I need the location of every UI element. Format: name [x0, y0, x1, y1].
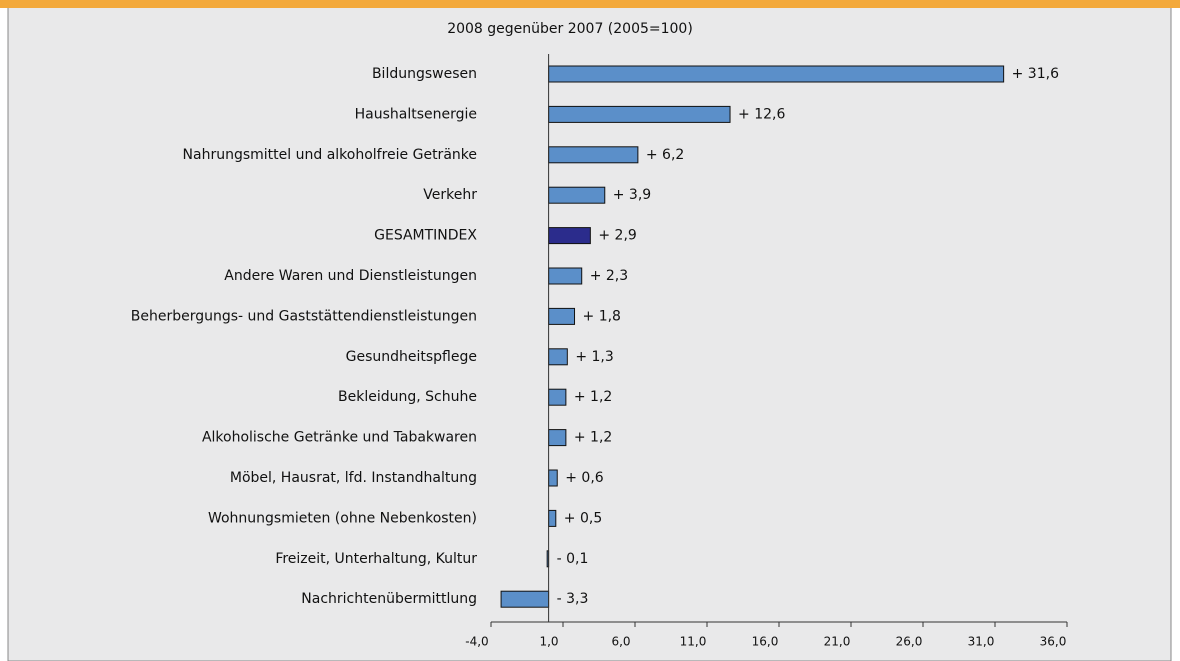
bar	[548, 267, 583, 285]
bar	[548, 509, 557, 527]
y-tick-label: GESAMTINDEX	[374, 228, 477, 244]
value-label: + 2,9	[598, 228, 636, 244]
value-label: + 3,9	[613, 187, 651, 203]
x-tick-label: 1,0	[539, 635, 558, 649]
y-tick-label: Nahrungsmittel und alkoholfreie Getränke	[183, 147, 477, 163]
y-tick-label: Andere Waren und Dienstleistungen	[224, 268, 477, 284]
bar	[548, 388, 567, 406]
value-label: + 1,2	[574, 389, 612, 405]
bar	[548, 348, 568, 366]
bar	[548, 65, 1005, 83]
x-tick-label: 16,0	[752, 635, 779, 649]
x-tick-label: -4,0	[465, 635, 488, 649]
value-label: + 0,5	[564, 510, 602, 526]
y-tick-label: Alkoholische Getränke und Tabakwaren	[202, 430, 477, 446]
x-tick-label: 26,0	[896, 635, 923, 649]
chart-title: 2008 gegenüber 2007 (2005=100)	[447, 21, 693, 37]
x-tick-label: 11,0	[680, 635, 707, 649]
y-tick-label: Möbel, Hausrat, lfd. Instandhaltung	[230, 470, 477, 486]
y-tick-label: Wohnungsmieten (ohne Nebenkosten)	[208, 510, 477, 526]
bar	[500, 590, 550, 608]
y-tick-label: Bekleidung, Schuhe	[338, 389, 477, 405]
value-label: - 3,3	[557, 591, 589, 607]
x-tick-label: 31,0	[968, 635, 995, 649]
bar	[548, 227, 591, 245]
x-tick-label: 6,0	[611, 635, 630, 649]
value-label: + 6,2	[646, 147, 684, 163]
bar	[548, 307, 576, 325]
value-label: - 0,1	[557, 551, 589, 567]
value-label: + 12,6	[738, 106, 785, 122]
bar	[548, 146, 639, 164]
value-label: + 1,2	[574, 430, 612, 446]
y-tick-label: Freizeit, Unterhaltung, Kultur	[275, 551, 477, 567]
bar	[548, 186, 606, 204]
y-tick-label: Nachrichtenübermittlung	[301, 591, 477, 607]
value-label: + 0,6	[565, 470, 604, 486]
y-tick-label: Bildungswesen	[372, 66, 477, 82]
x-tick-label: 21,0	[824, 635, 851, 649]
plot-frame	[7, 0, 1172, 661]
value-label: + 2,3	[590, 268, 628, 284]
top-band	[0, 0, 1180, 8]
y-tick-label: Haushaltsenergie	[355, 106, 477, 122]
y-tick-label: Gesundheitspflege	[346, 349, 477, 365]
value-label: + 1,3	[575, 349, 613, 365]
value-label: + 1,8	[583, 308, 621, 324]
y-tick-label: Verkehr	[423, 187, 477, 203]
value-label: + 31,6	[1012, 66, 1059, 82]
y-tick-label: Beherbergungs- und Gaststättendienstleis…	[131, 308, 477, 324]
bar	[548, 429, 567, 447]
x-tick-label: 36,0	[1040, 635, 1067, 649]
bar	[548, 469, 558, 487]
bar	[548, 105, 731, 123]
